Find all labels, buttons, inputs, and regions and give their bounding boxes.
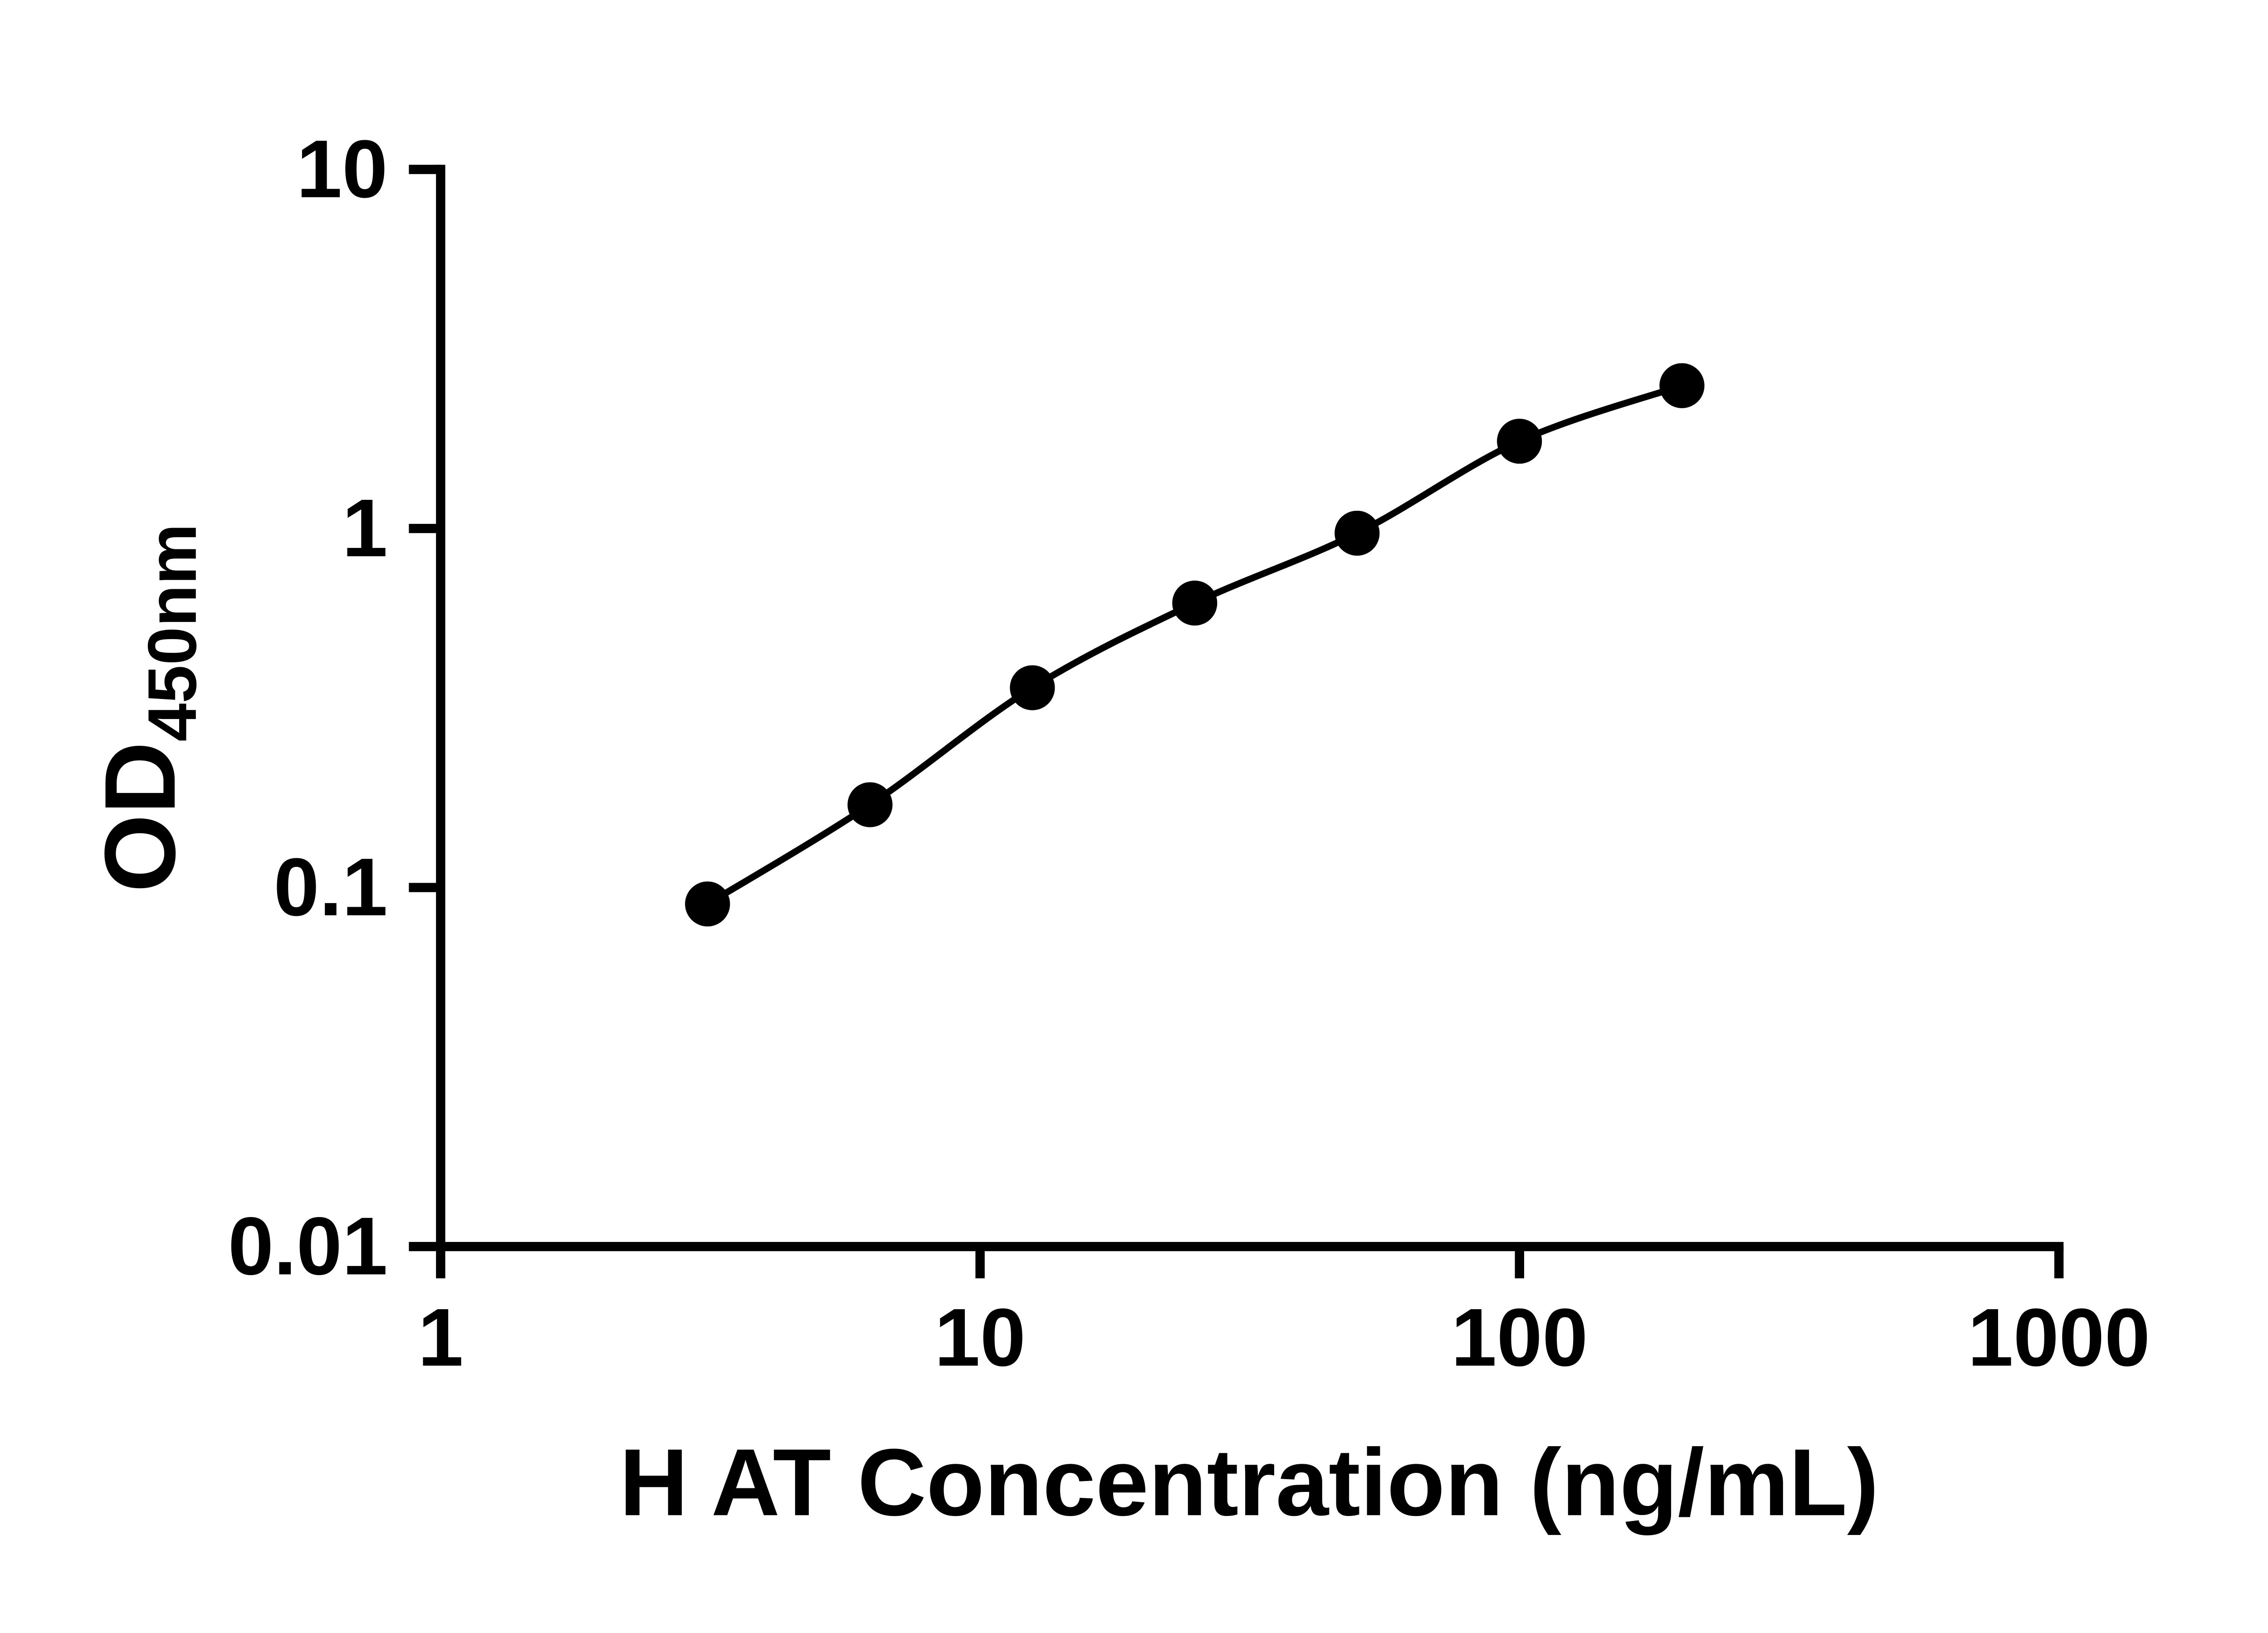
plot-layer: 1 10 100 1000 0.01 0.1 1 10 <box>228 123 2151 1384</box>
data-point <box>1497 419 1542 464</box>
y-tick-label: 10 <box>297 123 388 215</box>
data-point <box>685 881 730 927</box>
data-point <box>1010 665 1055 710</box>
axis-line <box>436 165 2064 1252</box>
series-curve <box>706 382 1683 907</box>
y-tick-label: 0.1 <box>274 841 387 933</box>
x-tick-label: 1 <box>418 1292 464 1384</box>
data-point <box>847 782 893 827</box>
data-point <box>1659 363 1705 408</box>
x-axis-title: H AT Concentration (ng/mL) <box>620 1429 1879 1535</box>
x-tick-label: 1000 <box>1968 1292 2150 1384</box>
y-tick-label: 1 <box>342 482 388 574</box>
data-point <box>1172 580 1217 626</box>
x-tick-label: 10 <box>934 1292 1026 1384</box>
data-point <box>1334 510 1380 556</box>
y-axis-title: OD450nm <box>83 523 211 892</box>
x-tick-label: 100 <box>1451 1292 1588 1384</box>
y-axis-title-sub: 450nm <box>134 523 211 742</box>
y-tick-label: 0.01 <box>228 1200 388 1292</box>
y-axis-title-main: OD <box>83 742 196 893</box>
